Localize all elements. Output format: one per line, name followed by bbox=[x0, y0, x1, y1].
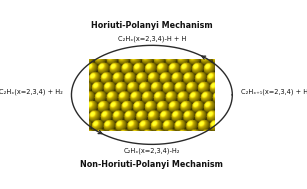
Text: C₂Hₓ(x=2,3,4)-H + H: C₂Hₓ(x=2,3,4)-H + H bbox=[118, 35, 186, 42]
Text: C₂Hₓ(x=2,3,4)-H₂: C₂Hₓ(x=2,3,4)-H₂ bbox=[124, 147, 180, 154]
Text: C₂Hₓ₊₁(x=2,3,4) + H: C₂Hₓ₊₁(x=2,3,4) + H bbox=[241, 89, 307, 95]
Text: C₂Hₓ(x=2,3,4) + H₂: C₂Hₓ(x=2,3,4) + H₂ bbox=[0, 89, 63, 95]
Text: Horiuti-Polanyi Mechanism: Horiuti-Polanyi Mechanism bbox=[91, 21, 213, 29]
Text: Non-Horiuti-Polanyi Mechanism: Non-Horiuti-Polanyi Mechanism bbox=[80, 160, 223, 169]
